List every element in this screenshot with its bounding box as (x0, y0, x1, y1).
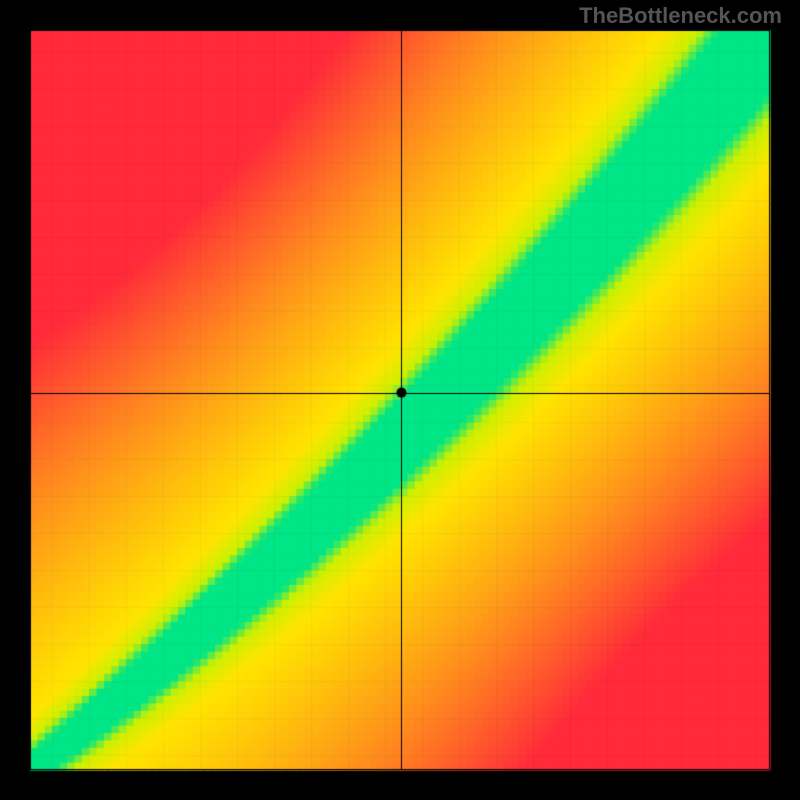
chart-container: TheBottleneck.com (0, 0, 800, 800)
heatmap-canvas (0, 0, 800, 800)
watermark-text: TheBottleneck.com (579, 3, 782, 29)
